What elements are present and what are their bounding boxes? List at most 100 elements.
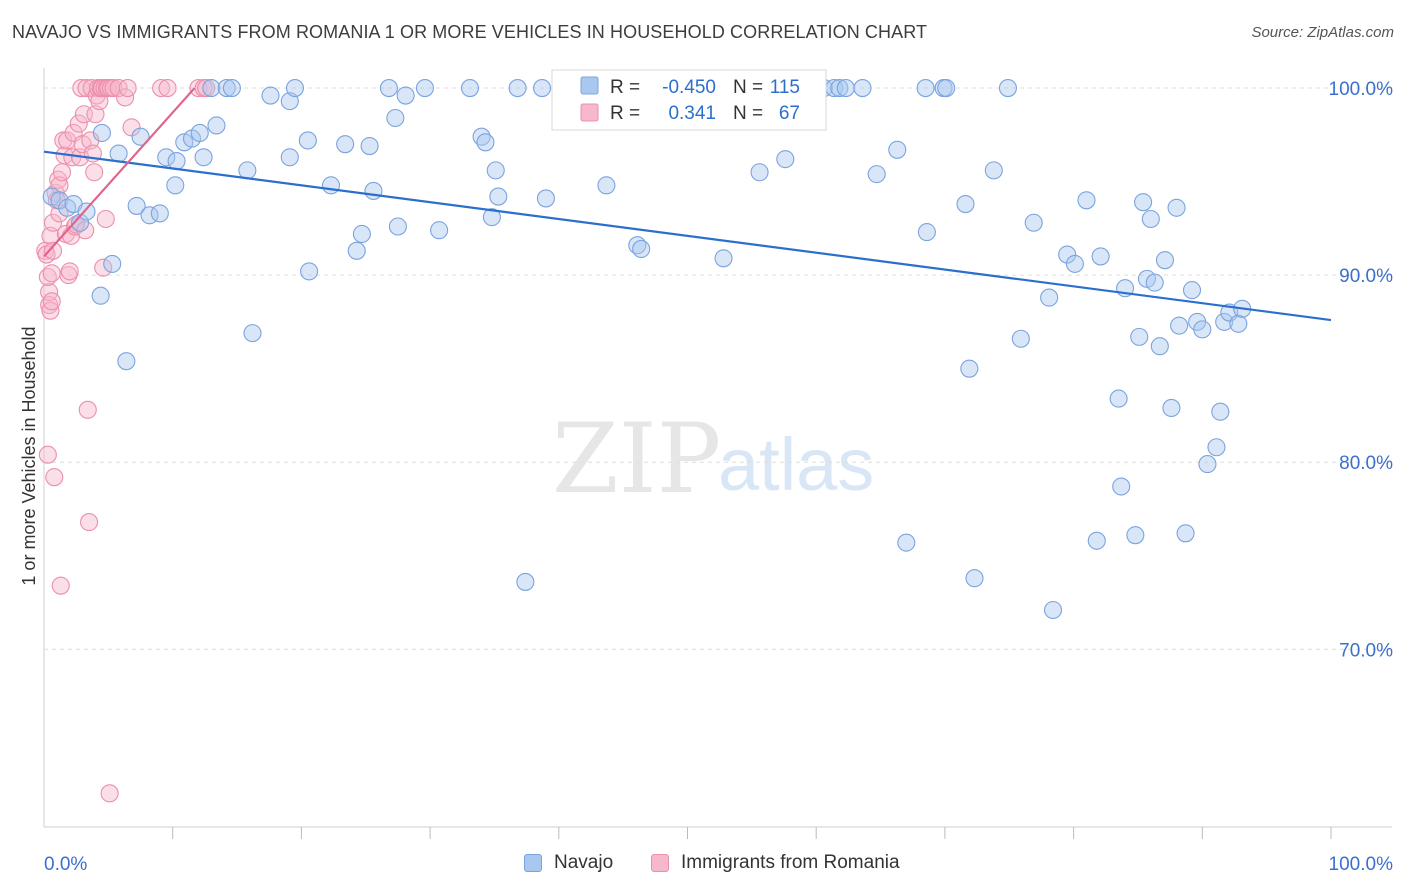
navajo-point-96 [1126, 526, 1145, 545]
romania-point-57 [118, 79, 137, 98]
navajo-point-12 [117, 352, 136, 371]
navajo-point-76 [917, 223, 936, 242]
navajo-point-83 [998, 79, 1018, 98]
stats-romania-r-label: R = [610, 103, 645, 124]
legend-label-navajo: Navajo [554, 852, 614, 873]
navajo-point-71 [853, 79, 872, 98]
watermark-zip: ZIP [552, 403, 721, 515]
navajo-point-74 [897, 533, 916, 552]
navajo-point-21 [194, 148, 213, 167]
romania-points [36, 79, 216, 803]
romania-point-47 [94, 258, 113, 277]
navajo-point-101 [1145, 273, 1164, 292]
navajo-point-40 [379, 79, 398, 98]
romania-point-35 [78, 400, 97, 419]
navajo-point-75 [916, 79, 935, 98]
navajo-point-116 [1229, 314, 1248, 333]
romania-point-60 [158, 79, 177, 98]
navajo-point-55 [536, 189, 555, 208]
navajo-point-108 [1182, 281, 1202, 300]
romania-point-40 [85, 163, 104, 182]
stats-romania-n-value: 67 [779, 103, 800, 124]
navajo-point-39 [364, 181, 383, 201]
navajo-point-35 [336, 135, 355, 154]
navajo-point-104 [1162, 398, 1181, 418]
navajo-point-82 [984, 161, 1003, 180]
romania-point-17 [54, 131, 73, 150]
navajo-point-32 [298, 131, 317, 150]
stats-navajo-n-value: 115 [770, 77, 800, 98]
navajo-point-50 [486, 161, 505, 180]
romania-point-15 [51, 576, 70, 595]
navajo-point-84 [1011, 329, 1030, 348]
navajo-point-23 [207, 116, 226, 135]
navajo-point-43 [396, 86, 415, 105]
stats-navajo-n-label: N = [733, 77, 768, 98]
navajo-point-80 [960, 359, 979, 378]
romania-point-49 [96, 209, 115, 229]
navajo-point-105 [1167, 198, 1186, 217]
navajo-point-6 [92, 123, 111, 143]
y-tick-label-1: 80.0% [1339, 453, 1393, 474]
navajo-point-106 [1170, 316, 1189, 335]
stats-legend-box: R = -0.450 N = 115 R = 0.341 N = 67 [551, 69, 827, 131]
navajo-point-88 [1058, 245, 1077, 264]
romania-point-61 [189, 79, 208, 98]
navajo-point-69 [830, 79, 849, 98]
navajo-point-4 [70, 213, 90, 232]
navajo-point-14 [150, 204, 169, 223]
series-legend: Navajo Immigrants from Romania [0, 852, 1406, 878]
navajo-point-102 [1150, 337, 1169, 356]
navajo-point-98 [1134, 193, 1153, 212]
romania-point-10 [45, 468, 64, 487]
romania-point-59 [152, 79, 171, 98]
romania-point-2 [38, 445, 57, 464]
navajo-point-94 [1112, 477, 1131, 496]
romania-point-9 [43, 241, 63, 260]
navajo-point-9 [131, 127, 150, 146]
stats-romania-r-value: 0.341 [668, 103, 716, 124]
navajo-points [42, 79, 1252, 620]
tick-labels: 70.0% 80.0% 90.0% 100.0% 0.0% 100.0% [44, 79, 1393, 875]
navajo-point-90 [1077, 191, 1096, 210]
y-tick-label-2: 90.0% [1339, 266, 1393, 287]
navajo-point-11 [91, 286, 110, 305]
romania-point-20 [58, 131, 77, 150]
navajo-point-48 [476, 133, 495, 152]
romania-trend-line [43, 87, 196, 258]
navajo-point-51 [489, 187, 508, 206]
navajo-point-91 [1087, 531, 1106, 550]
grid [44, 87, 1392, 650]
navajo-point-36 [347, 241, 366, 260]
navajo-point-30 [280, 148, 299, 167]
legend-item-romania: Immigrants from Romania [651, 852, 900, 874]
romania-point-65 [42, 264, 61, 283]
stats-navajo-r-value: -0.450 [662, 77, 716, 98]
legend-item-navajo: Navajo [524, 852, 613, 874]
romania-point-28 [69, 114, 88, 133]
navajo-point-93 [1109, 389, 1128, 408]
stats-romania-swatch [580, 103, 599, 122]
navajo-point-86 [1040, 288, 1059, 307]
navajo-point-100 [1141, 209, 1160, 229]
romania-point-16 [52, 163, 72, 182]
navajo-point-37 [352, 224, 371, 244]
romania-point-63 [197, 79, 216, 98]
navajo-point-52 [508, 79, 527, 98]
chart-source: Source: ZipAtlas.com [1251, 24, 1394, 41]
navajo-point-41 [386, 108, 405, 128]
navajo-point-24 [217, 79, 236, 98]
navajo-point-110 [1193, 320, 1212, 339]
navajo-point-92 [1091, 247, 1110, 266]
romania-point-52 [100, 784, 119, 803]
trend-lines [43, 87, 1332, 322]
watermark: ZIP atlas [552, 403, 874, 515]
navajo-point-97 [1130, 327, 1149, 346]
navajo-point-5 [77, 202, 96, 221]
navajo-point-45 [430, 221, 449, 240]
navajo-point-58 [597, 176, 616, 195]
watermark-atlas: atlas [718, 423, 874, 506]
navajo-point-107 [1176, 524, 1195, 543]
legend-swatch-romania [651, 854, 669, 872]
